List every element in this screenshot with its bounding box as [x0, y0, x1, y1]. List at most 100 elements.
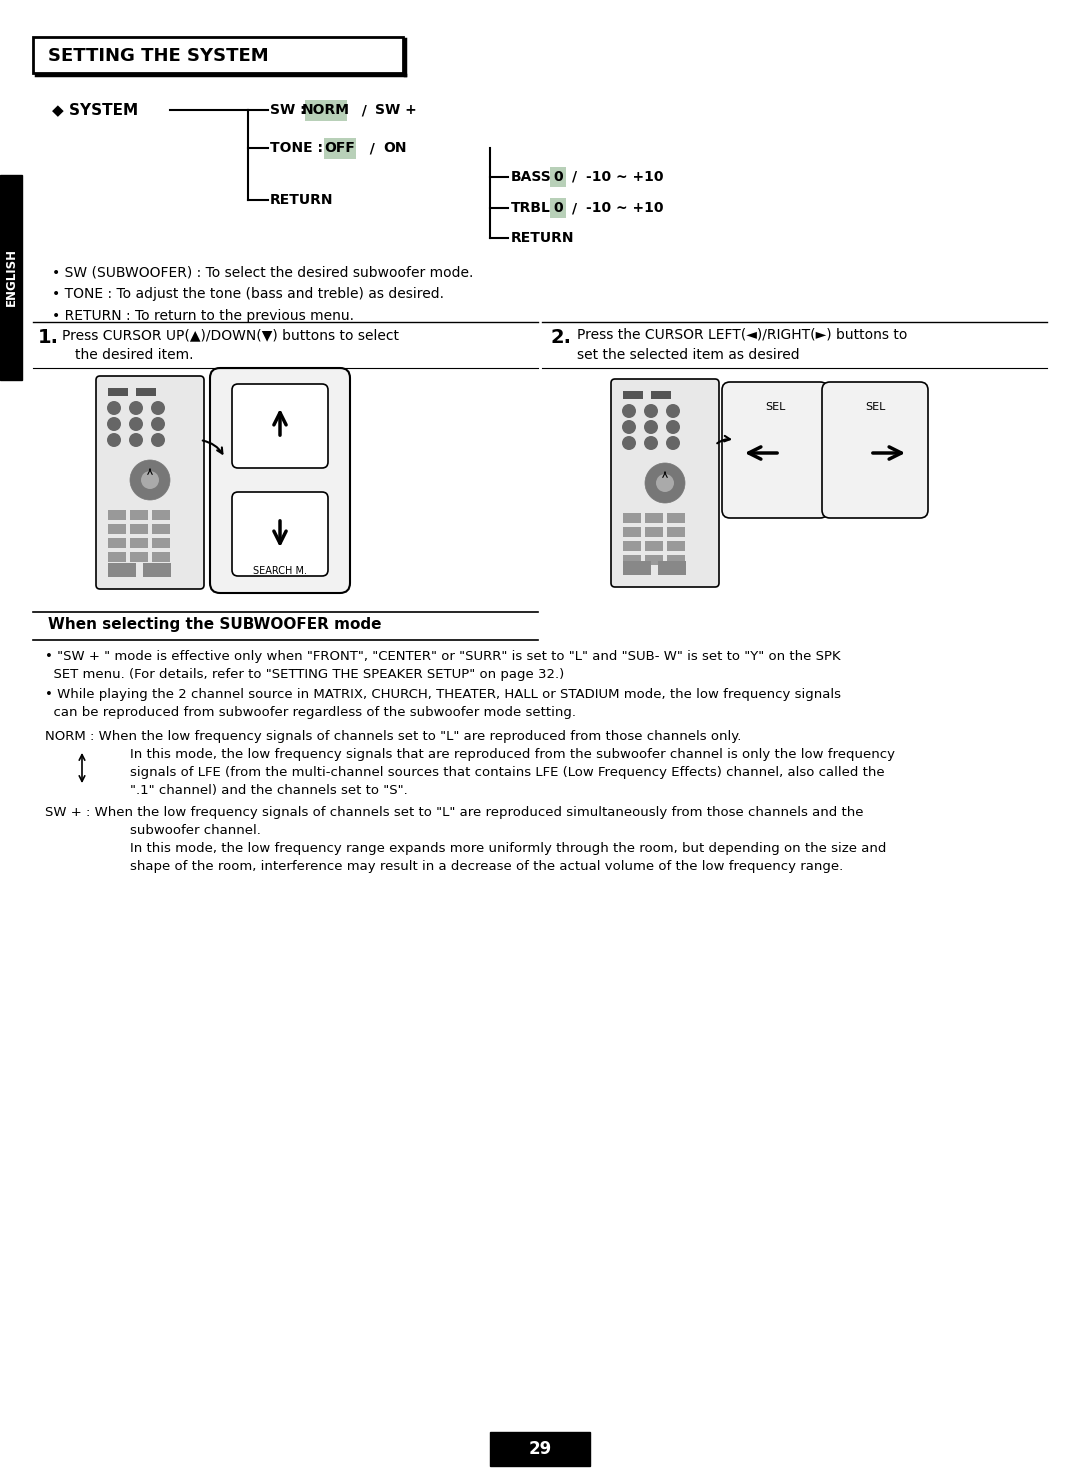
Circle shape: [141, 470, 159, 490]
Bar: [130, 510, 148, 521]
Text: subwoofer channel.: subwoofer channel.: [130, 824, 261, 837]
Text: signals of LFE (from the multi-channel sources that contains LFE (Low Frequency : signals of LFE (from the multi-channel s…: [130, 766, 885, 779]
FancyBboxPatch shape: [611, 379, 719, 587]
Text: set the selected item as desired: set the selected item as desired: [577, 348, 799, 362]
Circle shape: [666, 436, 680, 450]
Text: -10 ~ +10: -10 ~ +10: [586, 201, 663, 214]
Text: /: /: [572, 170, 577, 183]
Circle shape: [107, 417, 121, 430]
Bar: [0, 175, 22, 380]
Bar: [108, 387, 129, 396]
Text: Press the CURSOR LEFT(◄)/RIGHT(►) buttons to: Press the CURSOR LEFT(◄)/RIGHT(►) button…: [577, 328, 907, 342]
Bar: [152, 524, 170, 534]
Circle shape: [644, 436, 658, 450]
Bar: [645, 555, 663, 565]
Text: • TONE : To adjust the tone (bass and treble) as desired.: • TONE : To adjust the tone (bass and tr…: [52, 287, 444, 302]
Circle shape: [656, 473, 674, 493]
Bar: [550, 198, 566, 217]
FancyBboxPatch shape: [723, 382, 828, 518]
Bar: [623, 561, 651, 575]
Text: • SW (SUBWOOFER) : To select the desired subwoofer mode.: • SW (SUBWOOFER) : To select the desired…: [52, 265, 473, 280]
Text: SETTING THE SYSTEM: SETTING THE SYSTEM: [48, 47, 269, 65]
Bar: [658, 561, 686, 575]
Circle shape: [151, 433, 165, 447]
Circle shape: [107, 433, 121, 447]
Text: ENGLISH: ENGLISH: [4, 248, 17, 306]
Text: /: /: [360, 141, 375, 155]
Text: 2.: 2.: [550, 328, 571, 348]
Circle shape: [645, 463, 685, 503]
Text: • While playing the 2 channel source in MATRIX, CHURCH, THEATER, HALL or STADIUM: • While playing the 2 channel source in …: [45, 688, 841, 701]
Bar: [623, 555, 642, 565]
Bar: [305, 101, 347, 121]
Text: RETURN: RETURN: [511, 231, 575, 246]
Bar: [108, 538, 126, 549]
FancyBboxPatch shape: [210, 368, 350, 593]
Circle shape: [129, 401, 143, 416]
Bar: [651, 390, 671, 399]
Text: SW + : When the low frequency signals of channels set to "L" are reproduced simu: SW + : When the low frequency signals of…: [45, 806, 864, 819]
Bar: [550, 167, 566, 186]
Bar: [143, 563, 171, 577]
Circle shape: [151, 417, 165, 430]
Bar: [152, 538, 170, 549]
Text: When selecting the SUBWOOFER mode: When selecting the SUBWOOFER mode: [48, 618, 381, 633]
Text: /: /: [572, 201, 577, 214]
Circle shape: [129, 417, 143, 430]
Bar: [108, 524, 126, 534]
Text: SW :: SW :: [270, 104, 306, 117]
Text: • "SW + " mode is effective only when "FRONT", "CENTER" or "SURR" is set to "L" : • "SW + " mode is effective only when "F…: [45, 649, 840, 663]
Text: NORM : When the low frequency signals of channels set to "L" are reproduced from: NORM : When the low frequency signals of…: [45, 731, 741, 742]
Bar: [130, 538, 148, 549]
Text: ◆ SYSTEM: ◆ SYSTEM: [52, 102, 138, 117]
Bar: [130, 524, 148, 534]
Bar: [667, 527, 685, 537]
Bar: [136, 387, 156, 396]
Circle shape: [622, 436, 636, 450]
Bar: [490, 1432, 590, 1466]
Text: /: /: [352, 104, 367, 117]
Bar: [645, 527, 663, 537]
Bar: [152, 552, 170, 562]
Text: can be reproduced from subwoofer regardless of the subwoofer mode setting.: can be reproduced from subwoofer regardl…: [45, 705, 576, 719]
FancyBboxPatch shape: [96, 376, 204, 589]
Bar: [623, 390, 643, 399]
Text: SEL: SEL: [865, 402, 886, 413]
Text: 29: 29: [528, 1441, 552, 1458]
Bar: [623, 541, 642, 552]
Bar: [667, 513, 685, 524]
Text: In this mode, the low frequency range expands more uniformly through the room, b: In this mode, the low frequency range ex…: [130, 842, 887, 855]
Circle shape: [130, 460, 170, 500]
Text: -10 ~ +10: -10 ~ +10: [586, 170, 663, 183]
Text: the desired item.: the desired item.: [75, 348, 193, 362]
Text: • RETURN : To return to the previous menu.: • RETURN : To return to the previous men…: [52, 309, 354, 322]
Text: NORM: NORM: [302, 104, 350, 117]
FancyBboxPatch shape: [822, 382, 928, 518]
Text: shape of the room, interference may result in a decrease of the actual volume of: shape of the room, interference may resu…: [130, 859, 843, 873]
Text: 0: 0: [553, 201, 563, 214]
FancyBboxPatch shape: [232, 385, 328, 467]
Bar: [108, 563, 136, 577]
Bar: [667, 555, 685, 565]
Bar: [324, 138, 356, 160]
Text: TRBL: TRBL: [511, 201, 551, 214]
Bar: [130, 552, 148, 562]
Circle shape: [107, 401, 121, 416]
Circle shape: [622, 404, 636, 419]
Text: RETURN: RETURN: [270, 192, 334, 207]
Text: ON: ON: [383, 141, 406, 155]
Text: In this mode, the low frequency signals that are reproduced from the subwoofer c: In this mode, the low frequency signals …: [130, 748, 895, 762]
Circle shape: [666, 420, 680, 433]
Text: OFF: OFF: [325, 141, 355, 155]
Text: SET menu. (For details, refer to "SETTING THE SPEAKER SETUP" on page 32.): SET menu. (For details, refer to "SETTIN…: [45, 669, 564, 680]
Text: SEL: SEL: [765, 402, 785, 413]
Bar: [108, 510, 126, 521]
Bar: [645, 541, 663, 552]
Circle shape: [129, 433, 143, 447]
Text: Press CURSOR UP(▲)/DOWN(▼) buttons to select: Press CURSOR UP(▲)/DOWN(▼) buttons to se…: [62, 328, 399, 342]
Text: SW +: SW +: [375, 104, 417, 117]
Text: 1.: 1.: [38, 328, 59, 348]
FancyBboxPatch shape: [232, 493, 328, 575]
Text: TONE :: TONE :: [270, 141, 323, 155]
Bar: [623, 513, 642, 524]
